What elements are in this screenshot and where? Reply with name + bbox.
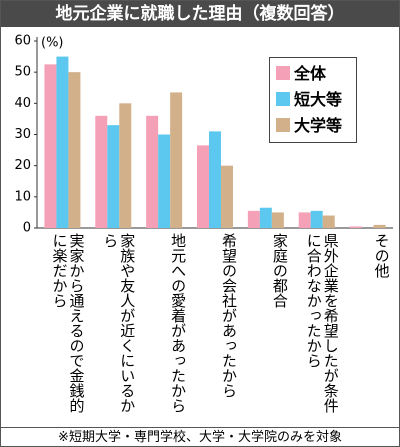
- bar: [310, 210, 323, 228]
- bar: [298, 212, 311, 228]
- y-tick-label: 0: [23, 221, 31, 236]
- y-unit: (%): [41, 36, 64, 51]
- bar: [146, 115, 159, 228]
- bar: [209, 131, 221, 228]
- legend-item: 短大等: [276, 90, 342, 110]
- footnote: ※短期大学・専門学校、大学・大学院のみを対象: [1, 427, 399, 446]
- bar: [247, 210, 260, 228]
- bar: [373, 224, 386, 228]
- legend-swatch: [276, 118, 290, 132]
- bar: [119, 103, 132, 228]
- legend-item: 大学等: [276, 116, 342, 136]
- bar: [170, 92, 183, 228]
- x-tick-label: 家庭の都合: [270, 233, 289, 308]
- x-tick-label: 実家から通えるので金銭的に楽だから: [50, 233, 86, 413]
- bar: [259, 207, 272, 228]
- x-tick-label: 地元への愛着があったから: [169, 233, 188, 413]
- y-tick-label: 30: [14, 127, 31, 142]
- bar: [95, 115, 108, 228]
- x-tick-label: 家族や友人が近くにいるから: [101, 233, 137, 413]
- bar: [158, 134, 171, 228]
- chart-title: 地元企業に就職した理由（複数回答）: [1, 1, 399, 27]
- y-tick-label: 20: [14, 158, 31, 173]
- legend-item: 全体: [276, 64, 326, 84]
- bar: [197, 145, 209, 228]
- bar: [322, 215, 335, 228]
- y-tick-label: 10: [14, 189, 31, 204]
- bar: [271, 212, 284, 228]
- x-tick-label: 希望の会社があったから: [220, 233, 238, 398]
- bar: [107, 125, 120, 228]
- x-tick-label: その他: [372, 233, 391, 278]
- bar: [221, 165, 233, 228]
- legend-label: 短大等: [294, 90, 343, 109]
- x-tick-label: 県外企業を希望したが条件に合わなかったから: [304, 233, 340, 413]
- legend-swatch: [276, 92, 290, 106]
- legend-label: 全体: [294, 64, 327, 83]
- y-tick-label: 60: [14, 34, 31, 49]
- bar: [68, 72, 81, 229]
- bar: [349, 226, 362, 228]
- legend-swatch: [276, 66, 290, 80]
- bar: [56, 56, 69, 229]
- plot: (%) 0 10 20 30 40 50 60: [14, 34, 393, 236]
- legend: 全体 短大等 大学等: [269, 57, 357, 143]
- legend-label: 大学等: [294, 116, 343, 135]
- y-tick-label: 50: [14, 65, 31, 80]
- y-tick-label: 40: [14, 96, 31, 111]
- bar: [44, 64, 57, 228]
